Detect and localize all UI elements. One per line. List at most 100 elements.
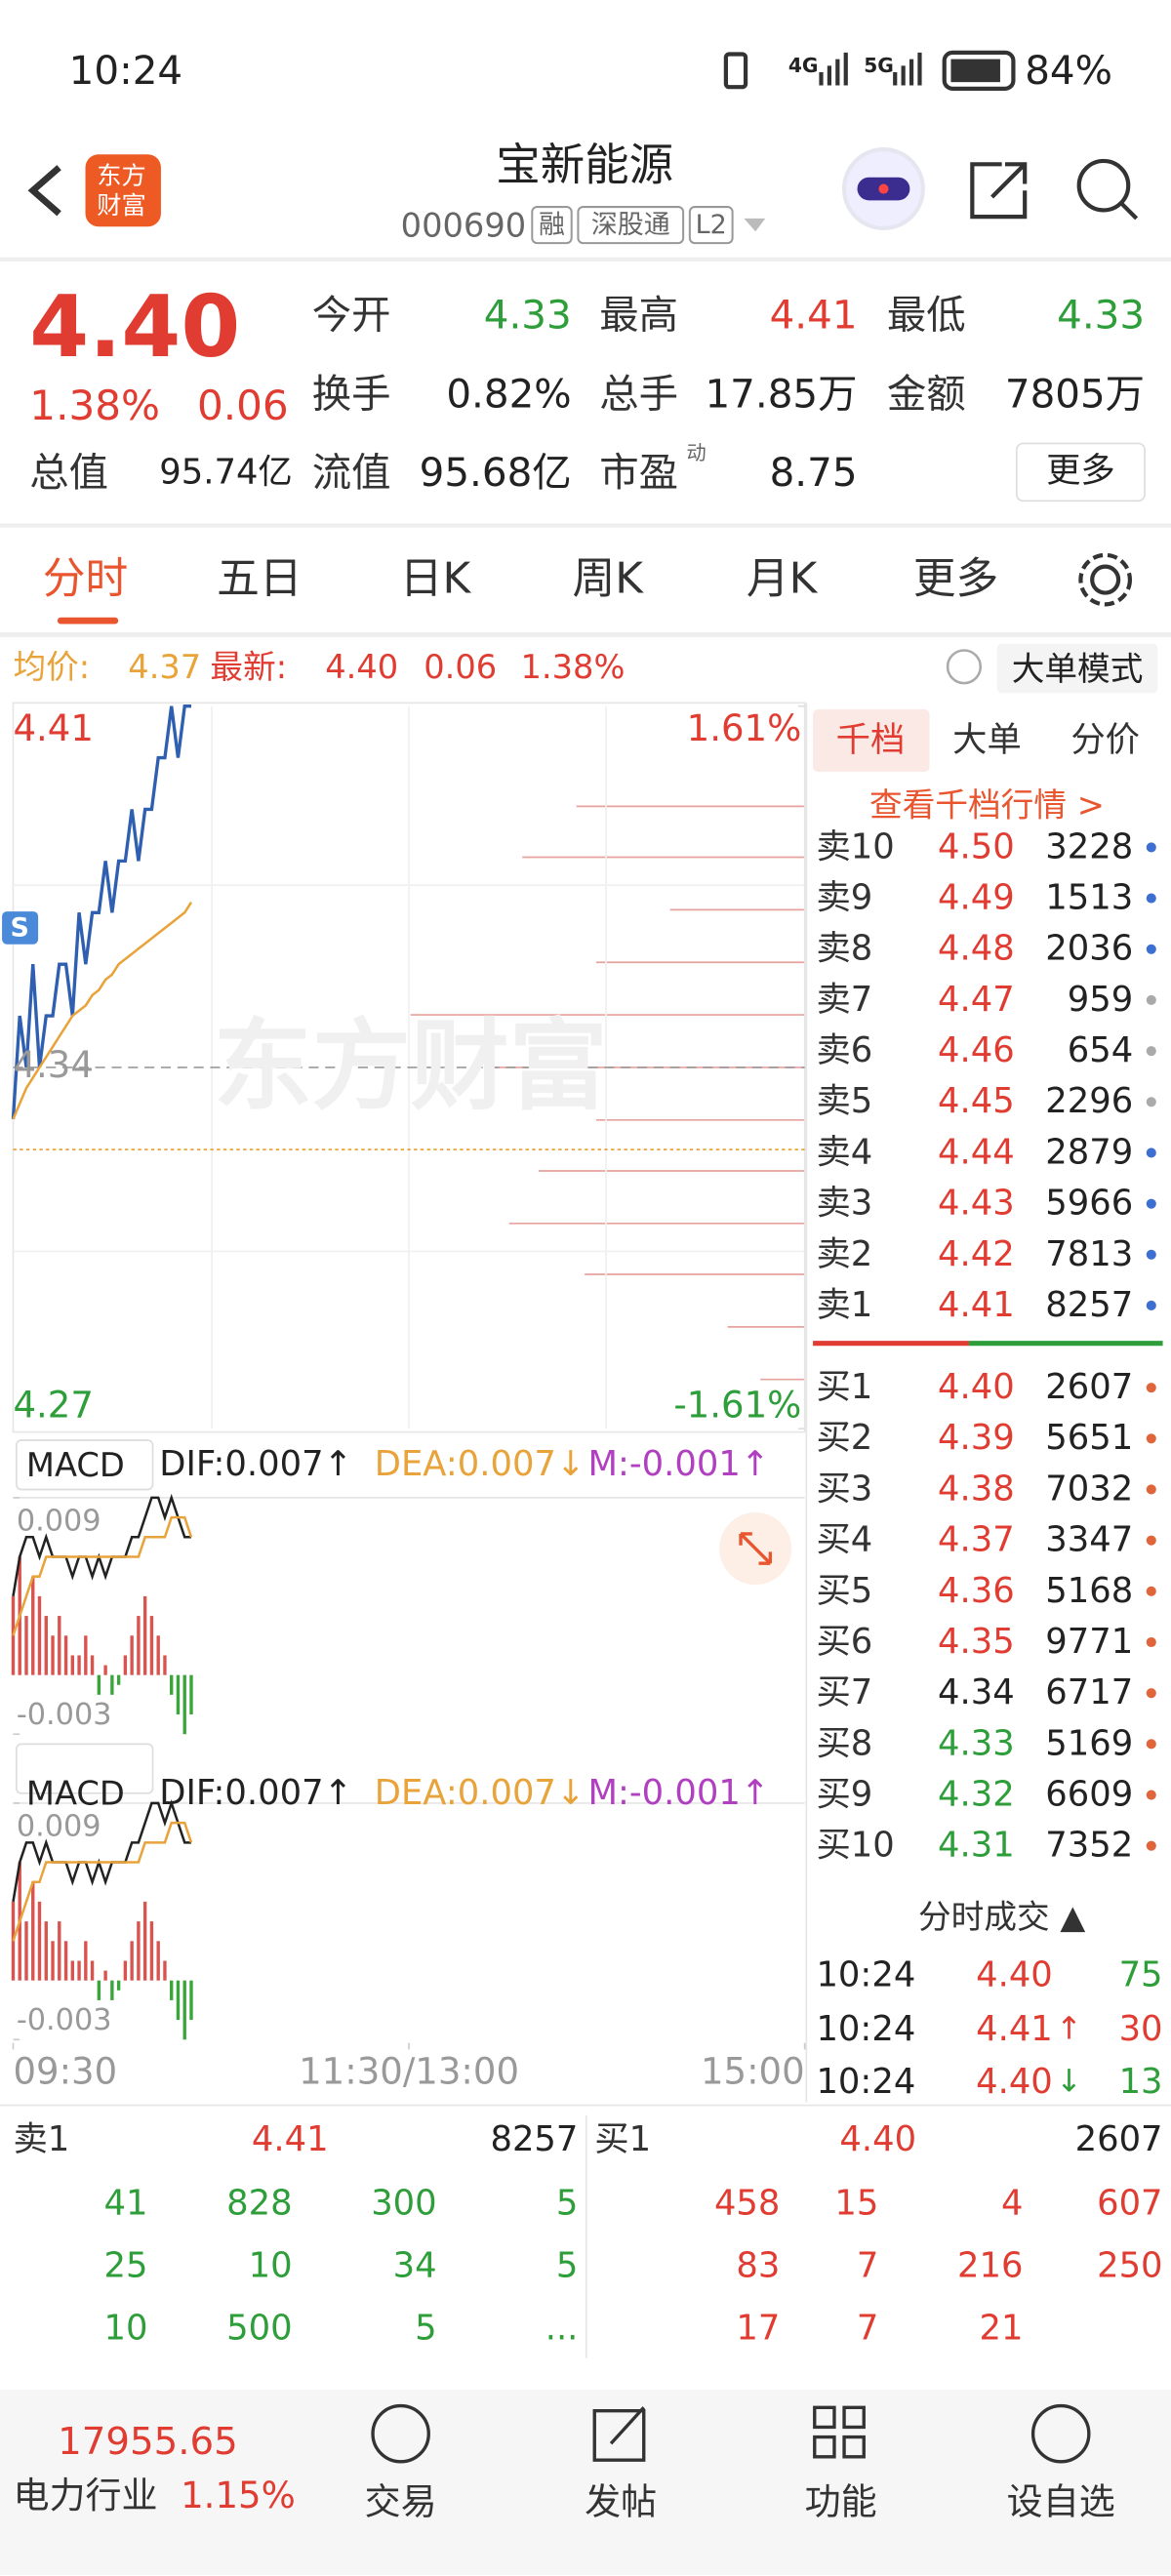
- expand-button[interactable]: [719, 1512, 792, 1586]
- book-price: 4.39: [937, 1418, 1015, 1458]
- stock-name: 宝新能源: [496, 140, 674, 192]
- book-price: 4.46: [937, 1030, 1015, 1070]
- field-value: 8.75: [769, 450, 858, 497]
- dea-line: [12, 1515, 193, 1636]
- queue-order: 216: [957, 2245, 1024, 2285]
- book-price: 4.36: [937, 1570, 1015, 1611]
- sector-pct: 1.15%: [181, 2475, 296, 2518]
- book-tab[interactable]: 千档: [835, 719, 906, 760]
- queue-order: 300: [371, 2183, 437, 2223]
- nav-item[interactable]: 设自选: [1006, 2482, 1115, 2524]
- field-label: 最高: [599, 292, 679, 339]
- book-price: 4.40: [937, 1367, 1015, 1407]
- trade-price: 4.40: [976, 2062, 1053, 2102]
- book-tab[interactable]: 分价: [1070, 719, 1141, 760]
- book-volume: 7352: [1045, 1825, 1134, 1866]
- dif-line: [12, 1798, 191, 1903]
- mode-button[interactable]: [996, 643, 1158, 694]
- book-label: 卖6: [816, 1030, 873, 1070]
- macd-selectors[interactable]: [15, 1439, 154, 1794]
- y2-tick-label: -1.61%: [673, 1386, 802, 1428]
- y-tick-label: 4.27: [13, 1386, 94, 1428]
- queue-volume: 2607: [1074, 2118, 1163, 2159]
- book-dot: [1146, 1688, 1156, 1699]
- y-tick-label: -0.003: [16, 2003, 112, 2038]
- trades-title[interactable]: 分时成交 ▲: [918, 1896, 1086, 1937]
- field-value: 0.82%: [446, 371, 572, 418]
- book-label: 买10: [816, 1825, 895, 1866]
- macd-bar: [51, 1635, 55, 1675]
- tab[interactable]: 周K: [572, 554, 643, 605]
- macd-bar: [90, 1960, 95, 1981]
- macd-bar: [130, 1635, 134, 1675]
- macd-bar: [156, 1635, 160, 1675]
- queue-order: 34: [392, 2245, 437, 2285]
- nav-item[interactable]: 功能: [804, 2482, 877, 2524]
- book-label: 买6: [816, 1621, 873, 1662]
- book-price: 4.32: [937, 1774, 1015, 1814]
- book-dot: [1146, 1636, 1156, 1648]
- info-text: 均价:: [13, 647, 91, 687]
- macd-bar: [58, 1921, 61, 1981]
- avatar[interactable]: [841, 147, 925, 231]
- dif-line: [12, 1493, 191, 1597]
- book-price: 4.42: [937, 1233, 1015, 1274]
- macd-bar: [123, 1960, 128, 1981]
- tab[interactable]: 日K: [399, 554, 471, 605]
- field-label: 今开: [311, 292, 391, 339]
- field-label: 流值: [311, 450, 391, 497]
- search-button[interactable]: [1076, 158, 1139, 221]
- field-label: 最低: [886, 292, 966, 339]
- queue-order: ...: [545, 2308, 579, 2348]
- more-button[interactable]: 更多: [1046, 450, 1115, 491]
- settings-button[interactable]: [1078, 552, 1133, 607]
- macd-bar: [58, 1616, 61, 1675]
- book-dot: [1146, 1046, 1156, 1057]
- book-volume: 6717: [1045, 1672, 1134, 1712]
- book-label: 卖9: [816, 877, 873, 917]
- indicator: MACD: [25, 1773, 125, 1814]
- more-button[interactable]: [1015, 442, 1146, 503]
- book-price: 4.47: [937, 979, 1015, 1020]
- tab[interactable]: 月K: [746, 554, 818, 605]
- nav-item[interactable]: 发帖: [585, 2482, 658, 2524]
- book-volume: 8257: [1045, 1284, 1134, 1325]
- stock-code: 000690: [400, 205, 527, 245]
- mode-button[interactable]: 大单模式: [1011, 648, 1144, 689]
- book-label: 买9: [816, 1774, 873, 1814]
- book-dot: [1146, 1198, 1156, 1209]
- badge: S: [2, 911, 38, 945]
- macd-bar: [51, 1941, 55, 1981]
- help-icon[interactable]: [946, 649, 983, 685]
- macd-bar: [37, 1595, 42, 1675]
- logo-bg: [85, 154, 161, 227]
- macd-bar: [77, 1960, 81, 1981]
- tab[interactable]: 五日: [217, 554, 303, 605]
- x-tick-label: 11:30/13:00: [299, 2052, 520, 2094]
- book-link[interactable]: 查看千档行情 >: [869, 785, 1105, 825]
- nav-item[interactable]: 交易: [364, 2482, 437, 2524]
- tab-indicator: [57, 617, 119, 624]
- info-text: 0.06: [424, 647, 498, 687]
- book-volume: 5966: [1045, 1183, 1134, 1223]
- legend-entry: M:-0.001↑: [587, 1772, 770, 1813]
- book-price: 4.41: [937, 1284, 1015, 1325]
- tab[interactable]: 更多: [912, 554, 999, 605]
- macd-bar: [24, 1616, 28, 1675]
- book-volume: 5651: [1045, 1418, 1134, 1458]
- book-tab[interactable]: 大单: [952, 719, 1022, 760]
- book-label: 卖8: [816, 928, 873, 969]
- legend-entry: M:-0.001↑: [587, 1444, 770, 1484]
- macd-bar: [110, 1980, 114, 2000]
- macd-bar: [70, 1655, 74, 1675]
- back-button[interactable]: [27, 165, 61, 217]
- trade-time: 10:24: [816, 1954, 916, 1995]
- book-price: 4.43: [937, 1183, 1015, 1223]
- queue-price: 4.41: [251, 2118, 329, 2159]
- tab[interactable]: 分时: [42, 554, 129, 605]
- macd-bar: [163, 1655, 167, 1675]
- share-button[interactable]: [970, 162, 1028, 220]
